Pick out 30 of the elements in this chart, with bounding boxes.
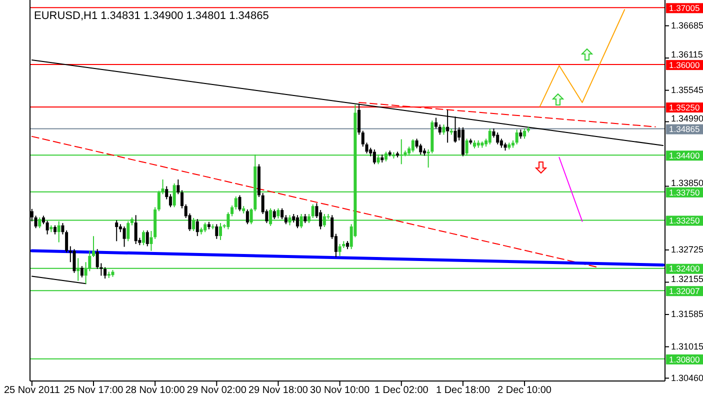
y-tick-label: 1.32725 [671,244,703,255]
ref-line-label: 1.30800 [669,354,700,364]
y-tick-label: 1.34990 [671,113,703,124]
ref-line-label: 1.34865 [669,124,700,134]
text: EURUSD,H1 1.34831 1.34900 1.34801 1.34865 [34,10,269,22]
ref-line-label: 1.33750 [669,187,700,198]
ref-line-label: 1.35250 [669,102,700,112]
y-tick-label: 1.33850 [671,178,703,188]
x-tick-label: 29 Nov 02:00 [186,385,247,396]
y-tick-label: 1.35545 [671,84,703,95]
y-tick-label: 1.32155 [671,274,703,284]
x-tick-label: 25 Nov 17:00 [64,385,124,396]
ref-line-label: 1.32400 [669,264,700,274]
y-tick-label: 1.31585 [671,309,703,320]
ref-line-label: 1.37005 [669,3,700,14]
x-tick-label: 28 Nov 10:00 [125,385,186,396]
x-tick-label: 25 Nov 2011 [4,385,60,396]
x-tick-label: 2 Dec 10:00 [498,385,552,396]
ref-line-label: 1.34400 [669,150,700,161]
x-tick-label: 30 Nov 10:00 [310,385,370,396]
x-tick-label: 1 Dec 18:00 [436,385,490,396]
x-tick-label: 29 Nov 18:00 [248,385,308,396]
ref-line-label: 1.33250 [669,216,700,226]
ref-line-label: 1.36000 [669,60,700,70]
y-tick-label: 1.30460 [671,372,703,383]
ref-line-label: 1.32007 [669,286,700,296]
y-tick-label: 1.31015 [671,341,703,352]
y-tick-label: 1.36115 [671,50,703,60]
x-tick-label: 1 Dec 02:00 [374,385,429,396]
y-tick-label: 1.36685 [671,20,703,30]
